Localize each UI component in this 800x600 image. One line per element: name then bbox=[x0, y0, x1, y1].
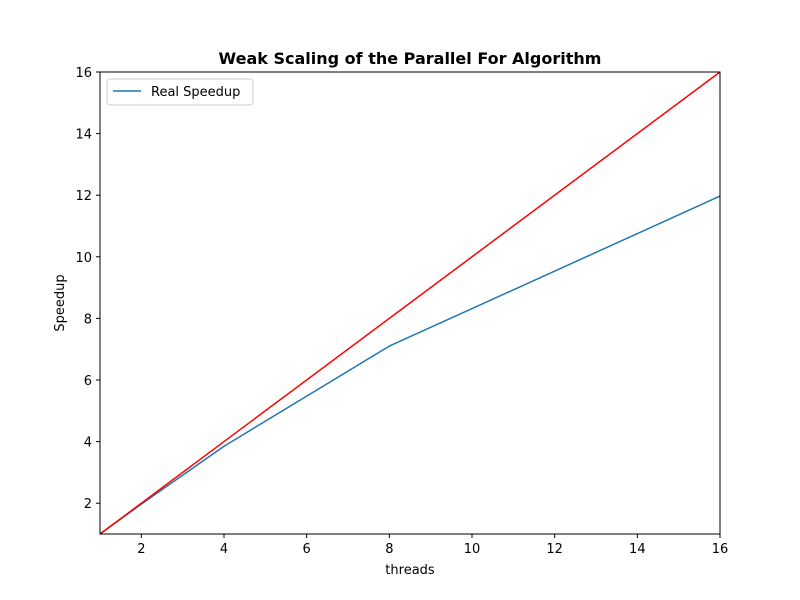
y-tick-label: 4 bbox=[84, 436, 92, 451]
legend: Real Speedup bbox=[106, 78, 254, 106]
series-line-real-speedup bbox=[99, 195, 721, 535]
y-tick-label: 6 bbox=[84, 374, 92, 389]
x-tick-label: 16 bbox=[712, 542, 729, 557]
y-tick-label: 16 bbox=[75, 66, 92, 81]
y-tick-label: 12 bbox=[75, 189, 92, 204]
y-axis-label: Speedup bbox=[53, 274, 68, 331]
x-tick-label: 6 bbox=[303, 542, 311, 557]
y-tick-label: 10 bbox=[75, 251, 92, 266]
chart-title: Weak Scaling of the Parallel For Algorit… bbox=[219, 49, 602, 68]
x-axis: 2 4 6 8 10 12 14 16 bbox=[137, 534, 728, 557]
plot-frame bbox=[99, 71, 721, 535]
x-tick-label: 10 bbox=[464, 542, 481, 557]
x-tick-label: 8 bbox=[385, 542, 393, 557]
x-tick-label: 2 bbox=[137, 542, 145, 557]
series-line-ideal-speedup bbox=[99, 71, 721, 535]
x-tick-label: 4 bbox=[220, 542, 228, 557]
plot-lines bbox=[99, 71, 721, 535]
x-axis-label: threads bbox=[385, 563, 435, 578]
legend-label-real-speedup: Real Speedup bbox=[151, 85, 240, 100]
legend-box bbox=[106, 78, 254, 106]
y-tick-label: 2 bbox=[84, 497, 92, 512]
y-tick-label: 8 bbox=[84, 312, 92, 327]
y-tick-label: 14 bbox=[75, 128, 92, 143]
x-tick-label: 12 bbox=[546, 542, 563, 557]
y-axis: 2 4 6 8 10 12 14 16 bbox=[75, 66, 100, 512]
x-tick-label: 14 bbox=[629, 542, 646, 557]
